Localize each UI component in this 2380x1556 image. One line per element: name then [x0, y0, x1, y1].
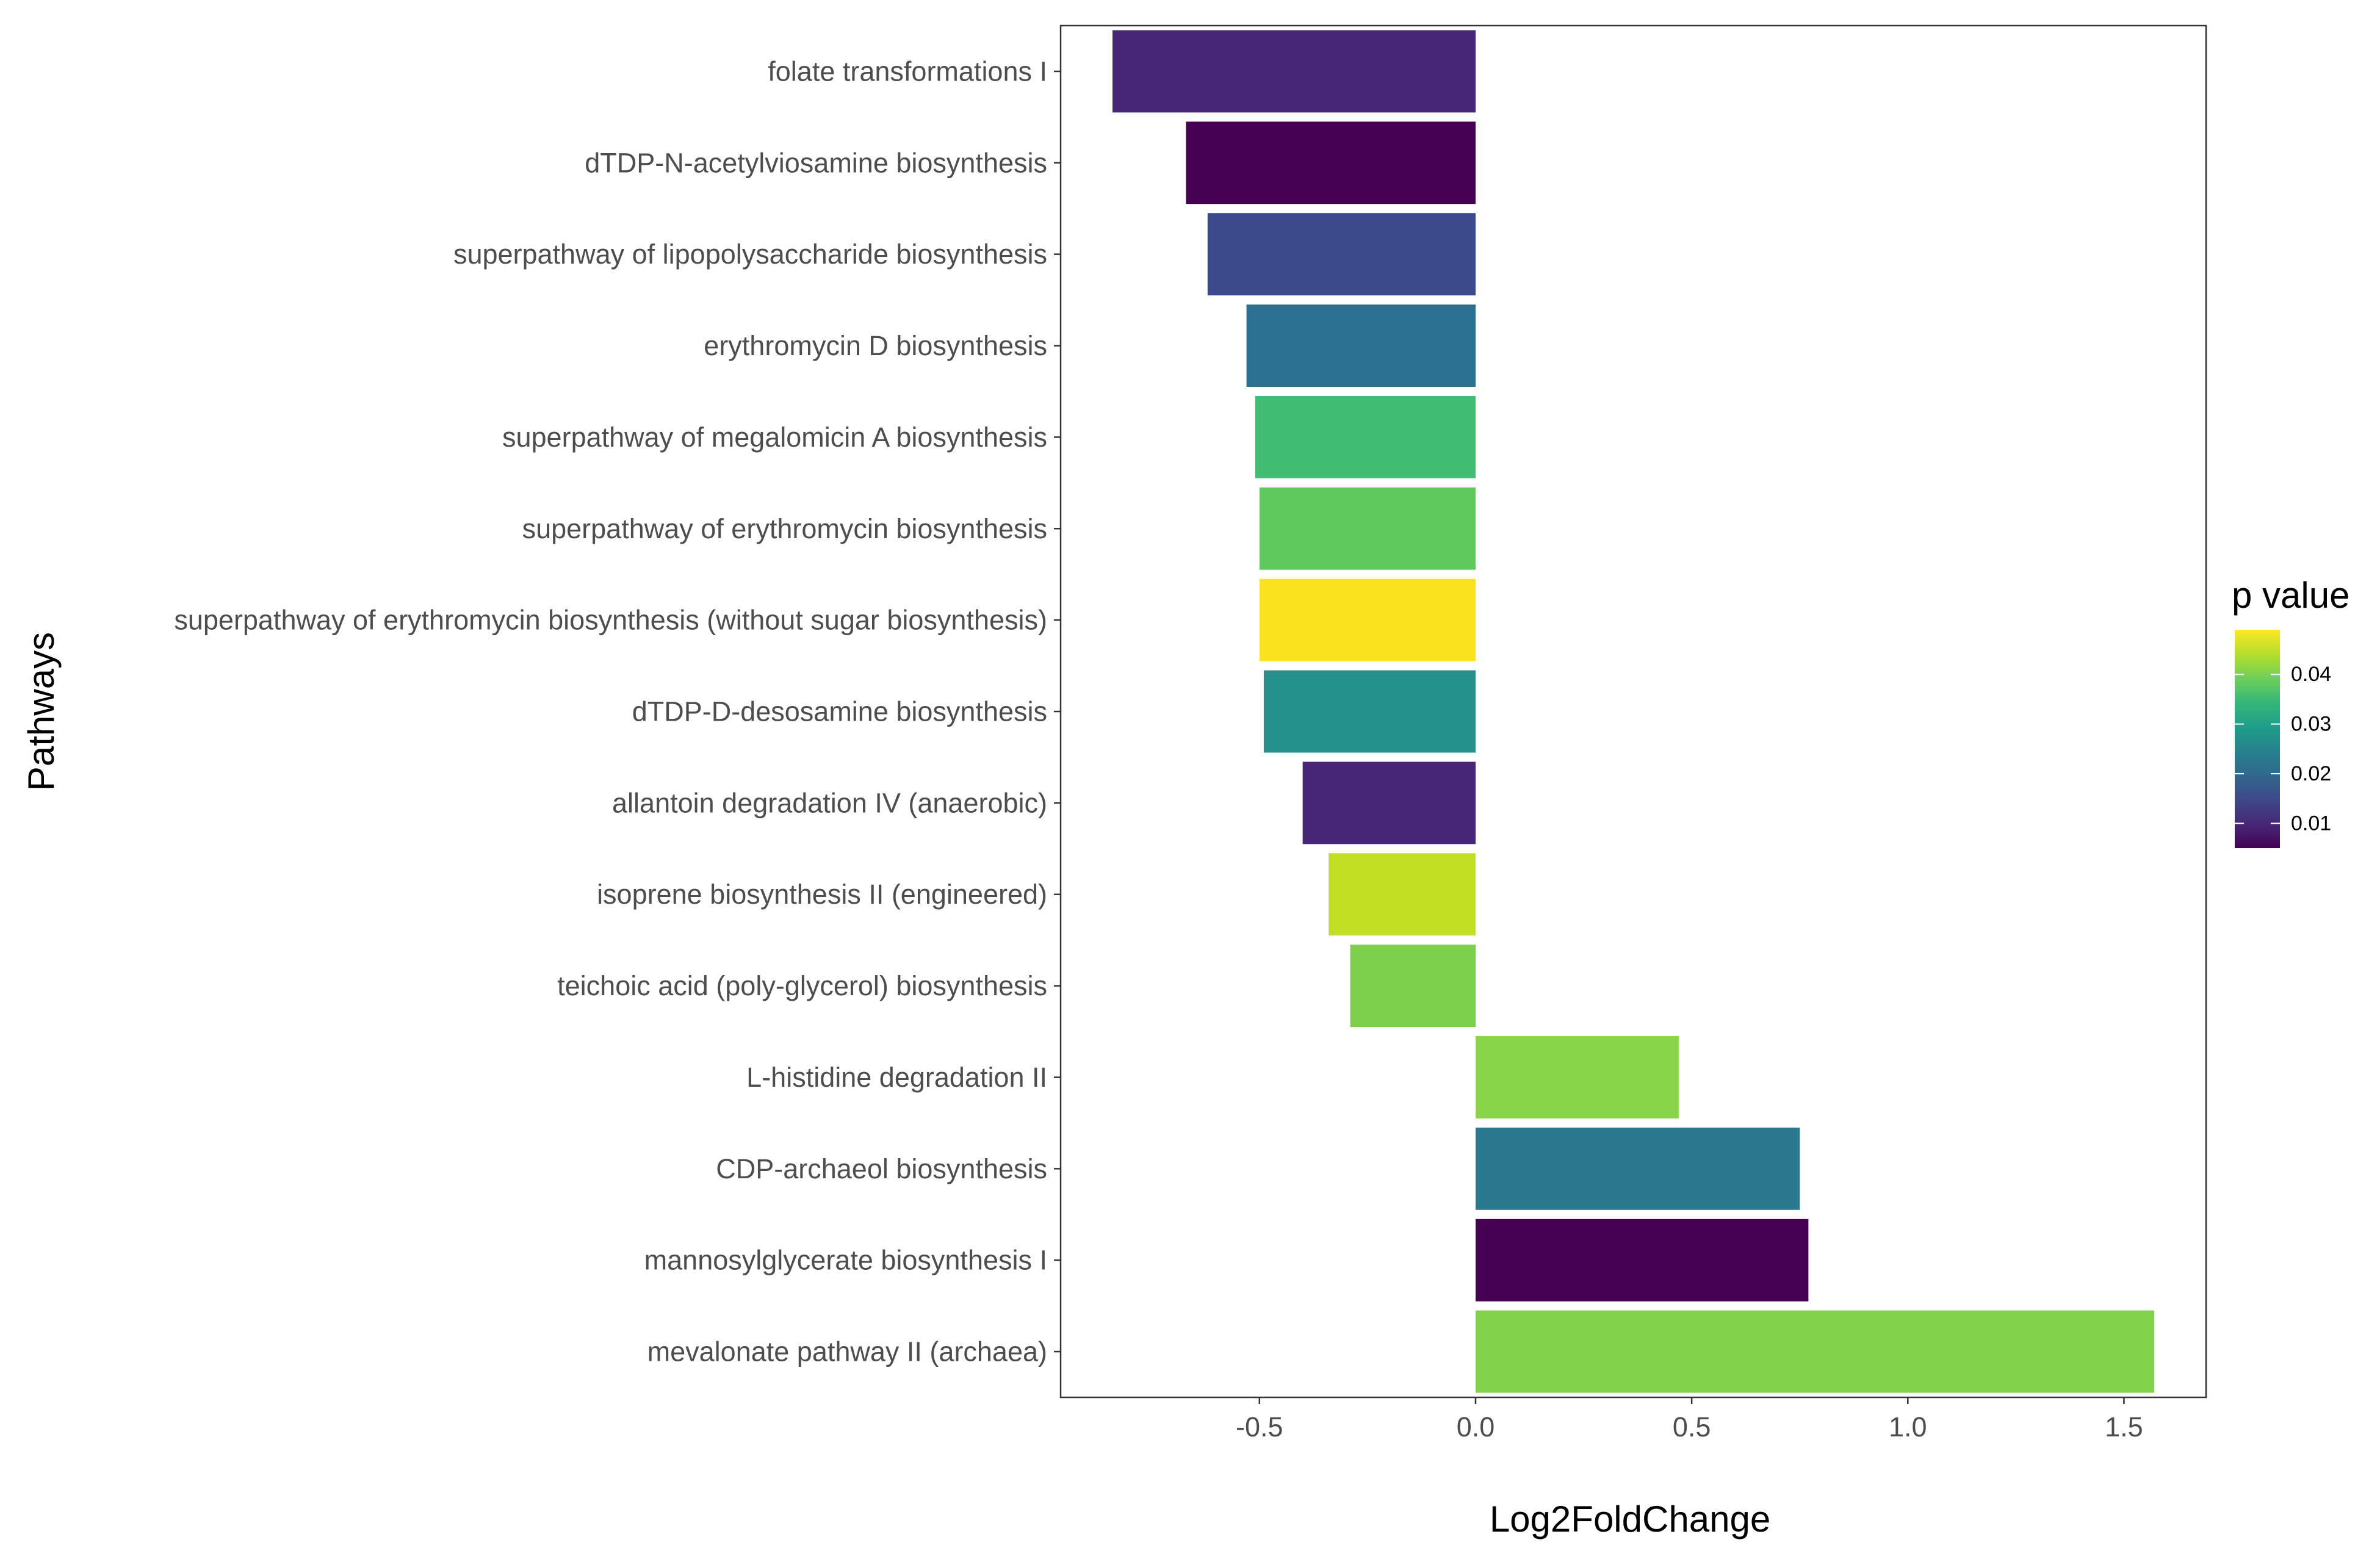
x-tick-label: 0.0: [1457, 1411, 1495, 1443]
y-tick-label: allantoin degradation IV (anaerobic): [612, 787, 1047, 818]
y-tick-label: superpathway of erythromycin biosynthesi…: [174, 605, 1047, 636]
bar: [1263, 670, 1476, 753]
bar: [1329, 853, 1476, 936]
y-tick-label: L-histidine degradation II: [746, 1062, 1047, 1093]
x-tick-label: -0.5: [1236, 1411, 1283, 1443]
y-axis: folate transformations I dTDP-N-acetylvio…: [174, 56, 1061, 1367]
bar: [1475, 1036, 1679, 1118]
bar: [1475, 1219, 1809, 1302]
y-tick-label: erythromycin D biosynthesis: [704, 330, 1047, 361]
y-tick-label: superpathway of lipopolysaccharide biosy…: [453, 239, 1047, 270]
x-axis-title: Log2FoldChange: [1490, 1499, 1770, 1540]
y-tick-label: mevalonate pathway II (archaea): [647, 1336, 1047, 1367]
y-tick-label: CDP-archaeol biosynthesis: [716, 1153, 1047, 1184]
bar: [1112, 30, 1476, 113]
bar: [1302, 762, 1476, 845]
bars: [1112, 30, 2155, 1393]
legend-tick-label: 0.02: [2291, 762, 2331, 785]
bar: [1186, 121, 1476, 204]
x-tick-label: 0.5: [1673, 1411, 1711, 1443]
y-tick-label: isoprene biosynthesis II (engineered): [597, 879, 1047, 910]
bar: [1475, 1310, 2155, 1393]
legend-title: p value: [2232, 575, 2349, 616]
y-axis-title: Pathways: [21, 632, 62, 791]
legend-tick-label: 0.03: [2291, 713, 2331, 736]
bar: [1207, 213, 1476, 296]
bar: [1246, 304, 1476, 387]
legend: p value 0.01 0.02 0.03 0.04: [2232, 575, 2349, 848]
legend-tick-label: 0.04: [2291, 663, 2331, 686]
bar: [1259, 578, 1476, 661]
x-tick-label: 1.0: [1889, 1411, 1927, 1443]
y-tick-label: dTDP-N-acetylviosamine biosynthesis: [585, 147, 1047, 178]
y-tick-label: folate transformations I: [768, 56, 1047, 87]
y-tick-label: mannosylglycerate biosynthesis I: [644, 1245, 1047, 1276]
legend-tick-label: 0.01: [2291, 812, 2331, 835]
y-tick-label: teichoic acid (poly-glycerol) biosynthes…: [557, 970, 1047, 1001]
y-tick-label: superpathway of megalomicin A biosynthes…: [502, 422, 1047, 453]
x-tick-label: 1.5: [2105, 1411, 2143, 1443]
legend-colorbar: [2235, 630, 2280, 848]
y-tick-label: superpathway of erythromycin biosynthesi…: [522, 513, 1047, 544]
bar: [1350, 945, 1476, 1028]
y-tick-label: dTDP-D-desosamine biosynthesis: [632, 696, 1047, 727]
x-axis: -0.5 0.0 0.5 1.0 1.5: [1236, 1397, 2143, 1443]
bar: [1475, 1127, 1800, 1210]
bar: [1255, 395, 1476, 478]
bar: [1259, 487, 1476, 570]
